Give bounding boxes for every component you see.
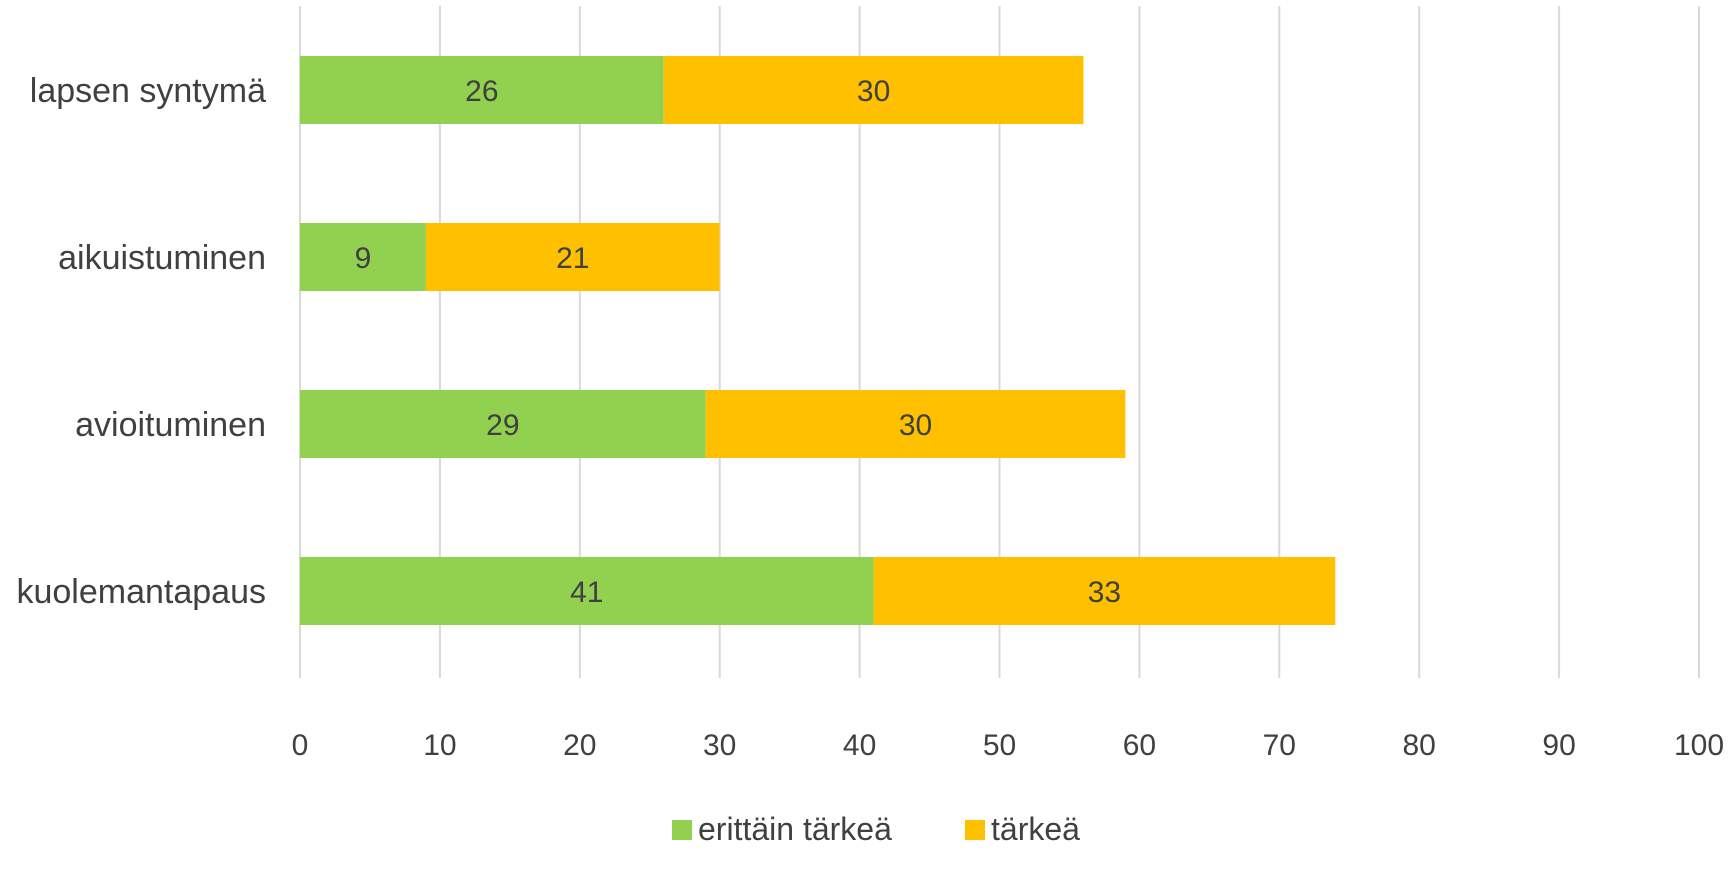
bar-segment <box>300 390 706 458</box>
x-tick-label: 0 <box>292 729 309 762</box>
legend-swatch <box>965 820 985 840</box>
bar-segment <box>300 557 874 625</box>
bar-segment <box>300 56 664 124</box>
x-tick-label: 20 <box>563 729 596 762</box>
category-label: lapsen syntymä <box>30 72 266 110</box>
x-tick-label: 80 <box>1403 729 1436 762</box>
x-tick-label: 50 <box>983 729 1016 762</box>
data-label: 30 <box>857 75 890 108</box>
data-label: 41 <box>570 576 603 609</box>
bar-segment <box>425 223 720 291</box>
x-tick-label: 30 <box>703 729 736 762</box>
category-label: avioituminen <box>75 406 266 444</box>
legend-label: tärkeä <box>991 811 1080 847</box>
data-label: 29 <box>486 409 519 442</box>
x-axis-tick-labels: 0 10 20 30 40 50 60 70 80 90 100 <box>292 729 1724 762</box>
bar-segment <box>300 223 426 291</box>
category-label: aikuistuminen <box>58 239 266 277</box>
legend-swatch <box>672 820 692 840</box>
bar-segment <box>873 557 1336 625</box>
data-label: 26 <box>465 75 498 108</box>
bar-segment <box>663 56 1084 124</box>
x-tick-label: 60 <box>1123 729 1156 762</box>
bar-segment <box>705 390 1126 458</box>
x-tick-label: 70 <box>1263 729 1296 762</box>
x-tick-label: 40 <box>843 729 876 762</box>
data-label: 21 <box>556 242 589 275</box>
legend: erittäin tärkeä tärkeä <box>672 811 1080 847</box>
data-label: 9 <box>355 242 372 275</box>
x-tick-label: 100 <box>1674 729 1724 762</box>
bars: 26 30 9 21 29 30 41 33 <box>300 56 1336 625</box>
data-label: 33 <box>1088 576 1121 609</box>
data-label: 30 <box>899 409 932 442</box>
category-label: kuolemantapaus <box>16 573 266 611</box>
x-tick-label: 90 <box>1542 729 1575 762</box>
category-labels: lapsen syntymä aikuistuminen avioituminen k… <box>16 72 266 611</box>
x-tick-label: 10 <box>423 729 456 762</box>
legend-label: erittäin tärkeä <box>698 811 892 847</box>
